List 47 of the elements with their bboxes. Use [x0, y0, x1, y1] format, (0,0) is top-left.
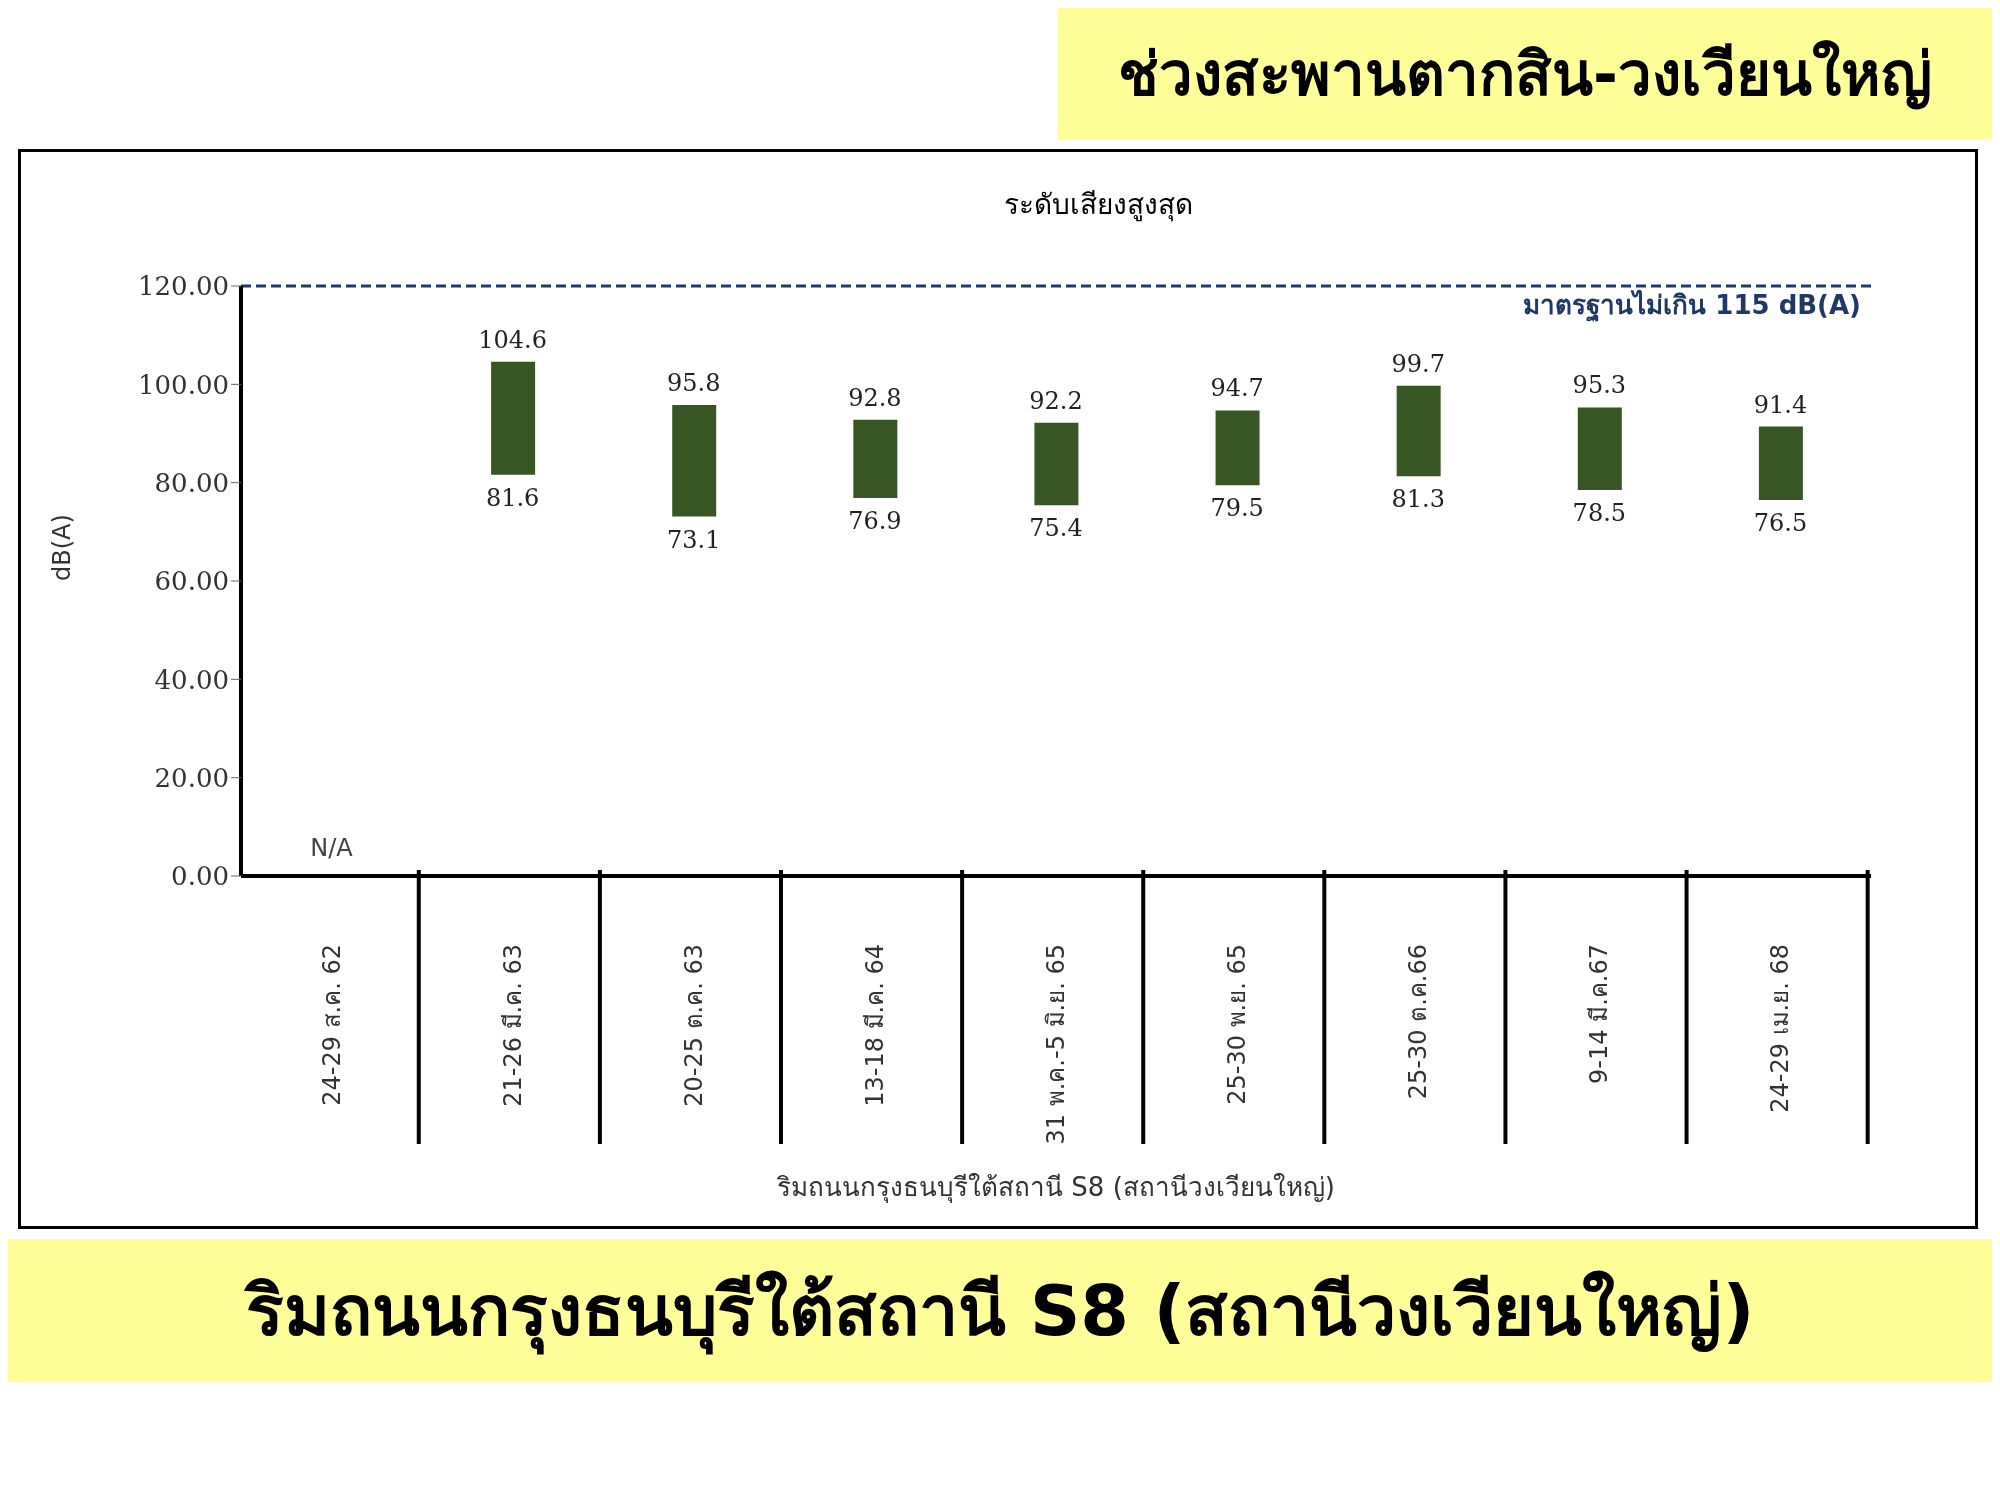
y-tick-label: 20.00 [154, 762, 229, 793]
annotation: 94.7 [1210, 374, 1264, 403]
x-tick-label: 21-26 มี.ค. 63 [498, 944, 527, 1107]
y-tick-label: 80.00 [154, 467, 229, 498]
x-tick-label: 9-14 มี.ค.67 [1585, 944, 1614, 1084]
bar [1758, 426, 1803, 500]
annotation: 75.4 [1029, 514, 1083, 543]
annotation: 81.6 [485, 483, 540, 512]
annotation: 99.7 [1391, 349, 1445, 378]
ref-line-label: มาตรฐานไม่เกิน 115 dB(A) [1523, 289, 1861, 324]
bar [1577, 407, 1622, 491]
text: ริมถนนกรุงธนบุรีใต้สถานี S8 (สถานีวงเวียนใหญ่) [8, 1239, 1992, 1382]
annotation: 81.3 [1391, 485, 1445, 514]
y-tick-label: 0.00 [171, 861, 229, 892]
y-axis-title: dB(A) [47, 514, 76, 581]
y-tick-label: 120.00 [138, 271, 229, 302]
y-tick-label: 40.00 [154, 664, 229, 695]
annotation: N/A [310, 834, 354, 862]
bar [491, 361, 536, 475]
annotation: 95.3 [1572, 371, 1627, 400]
annotation: 79.5 [1210, 494, 1264, 523]
x-tick-label: 25-30 ต.ค.66 [1404, 944, 1433, 1100]
x-tick-label: 24-29 ส.ค. 62 [317, 944, 346, 1106]
annotation: 104.6 [478, 325, 548, 354]
bar [1034, 422, 1079, 506]
bar [853, 419, 898, 498]
chart-subtitle: ระดับเสียงสูงสุด [1002, 187, 1194, 224]
y-tick-label: 60.00 [154, 566, 229, 597]
bar [672, 404, 717, 517]
y-tick-label: 100.00 [138, 369, 229, 400]
x-tick-label: 13-18 มี.ค. 64 [860, 944, 889, 1107]
annotation: 76.9 [848, 506, 902, 535]
x-tick-label: 31 พ.ค.-5 มิ.ย. 65 [1042, 944, 1070, 1145]
annotation: 95.8 [667, 368, 721, 397]
annotation: 78.5 [1572, 499, 1627, 528]
annotation: 92.8 [848, 383, 902, 412]
x-tick-label: 25-30 พ.ย. 65 [1223, 944, 1252, 1105]
x-axis-title: ริมถนนกรุงธนบุรีใต้สถานี S8 (สถานีวงเวียนใหญ่) [776, 1172, 1335, 1203]
annotation: 92.2 [1029, 386, 1083, 415]
annotation: 91.4 [1753, 390, 1808, 419]
bar [1396, 385, 1441, 477]
annotation: 76.5 [1753, 508, 1808, 537]
annotation: 73.1 [667, 525, 721, 554]
x-tick-label: 20-25 ต.ค. 63 [679, 944, 708, 1107]
chart-title: ช่วงสะพานตากสิน-วงเวียนใหญ่ [1058, 8, 1992, 139]
x-tick-label: 24-29 เม.ย. 68 [1766, 944, 1795, 1113]
bar [1215, 410, 1260, 486]
